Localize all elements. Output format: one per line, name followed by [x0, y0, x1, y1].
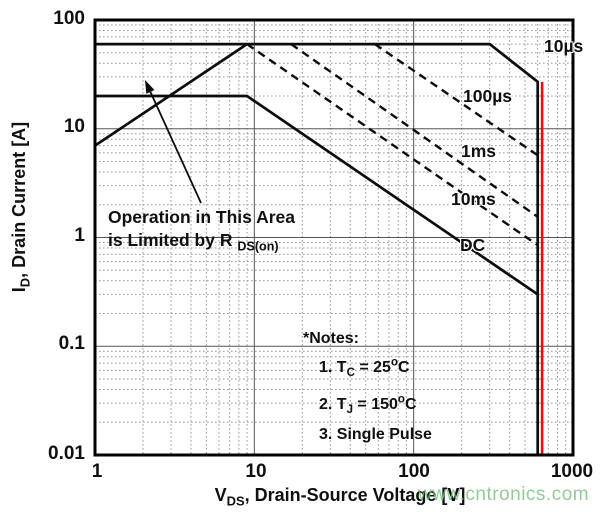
- note-2: 2. TJ = 150oC: [319, 393, 417, 417]
- note-1-symbol: T: [336, 359, 347, 376]
- soa-curves: [94, 42, 540, 455]
- curve-100us: [374, 43, 539, 157]
- note-1-degree: o: [390, 356, 398, 369]
- rdson-annotation-line2-sub: DS(on): [237, 239, 279, 254]
- y-tick-1: 1: [74, 225, 85, 246]
- y-tick-10: 10: [63, 116, 85, 137]
- curve-1ms: [290, 43, 539, 218]
- rdson-annotation-line1: Operation in This Area: [108, 207, 296, 227]
- y-axis-symbol: I: [9, 287, 29, 293]
- plot-frame: [93, 18, 575, 457]
- rdson-annotation-line2-text: is Limited by R: [108, 230, 233, 250]
- curve-label-100us: 100µs: [463, 86, 513, 106]
- x-axis-title: VDS, Drain-Source Voltage [V]: [150, 485, 530, 509]
- curve-label-10ms: 10ms: [451, 189, 496, 209]
- y-axis-subscript: D: [17, 277, 33, 288]
- note-1-index: 1.: [319, 359, 337, 376]
- curve-label-dc: DC: [460, 235, 486, 255]
- x-tick-1: 1: [91, 461, 103, 482]
- x-axis-symbol: V: [214, 485, 227, 505]
- y-tick-0-01: 0.01: [48, 443, 85, 464]
- rdson-annotation: Operation in This Area is Limited by R D…: [108, 206, 296, 254]
- notes-heading: *Notes:: [303, 330, 360, 347]
- x-axis-subscript: DS: [226, 493, 245, 509]
- x-tick-1000: 1000: [550, 461, 594, 482]
- y-tick-100: 100: [53, 8, 85, 29]
- y-axis-text: , Drain Current [A]: [9, 121, 29, 278]
- note-2-unit: C: [404, 396, 417, 413]
- x-tick-100: 100: [398, 461, 430, 482]
- note-2-subscript: J: [346, 404, 353, 417]
- note-1-subscript: C: [346, 367, 355, 380]
- note-2-index: 2.: [319, 396, 337, 413]
- x-tick-10: 10: [245, 461, 267, 482]
- note-1-unit: C: [397, 359, 410, 376]
- grid-major: [95, 20, 573, 455]
- y-tick-0-1: 0.1: [58, 333, 85, 354]
- x-axis-text: , Drain-Source Voltage [V]: [244, 485, 466, 505]
- note-1-value: = 25: [354, 359, 391, 376]
- note-3: 3. Single Pulse: [319, 426, 432, 443]
- y-axis-title: ID, Drain Current [A]: [9, 107, 33, 307]
- curve-label-1ms: 1ms: [461, 141, 497, 161]
- note-2-symbol: T: [336, 396, 347, 413]
- rdson-annotation-line2: is Limited by R DS(on): [108, 229, 295, 254]
- annotation-arrow: [145, 80, 202, 204]
- curve-10ms: [246, 43, 539, 247]
- curve-label-10us: 10µs: [544, 36, 584, 56]
- note-2-value: = 150: [352, 396, 398, 413]
- watermark-text: www.cntronics.com: [418, 484, 590, 505]
- note-2-degree: o: [397, 393, 405, 406]
- note-1: 1. TC = 25oC: [319, 356, 410, 380]
- curve-dc: [95, 94, 539, 296]
